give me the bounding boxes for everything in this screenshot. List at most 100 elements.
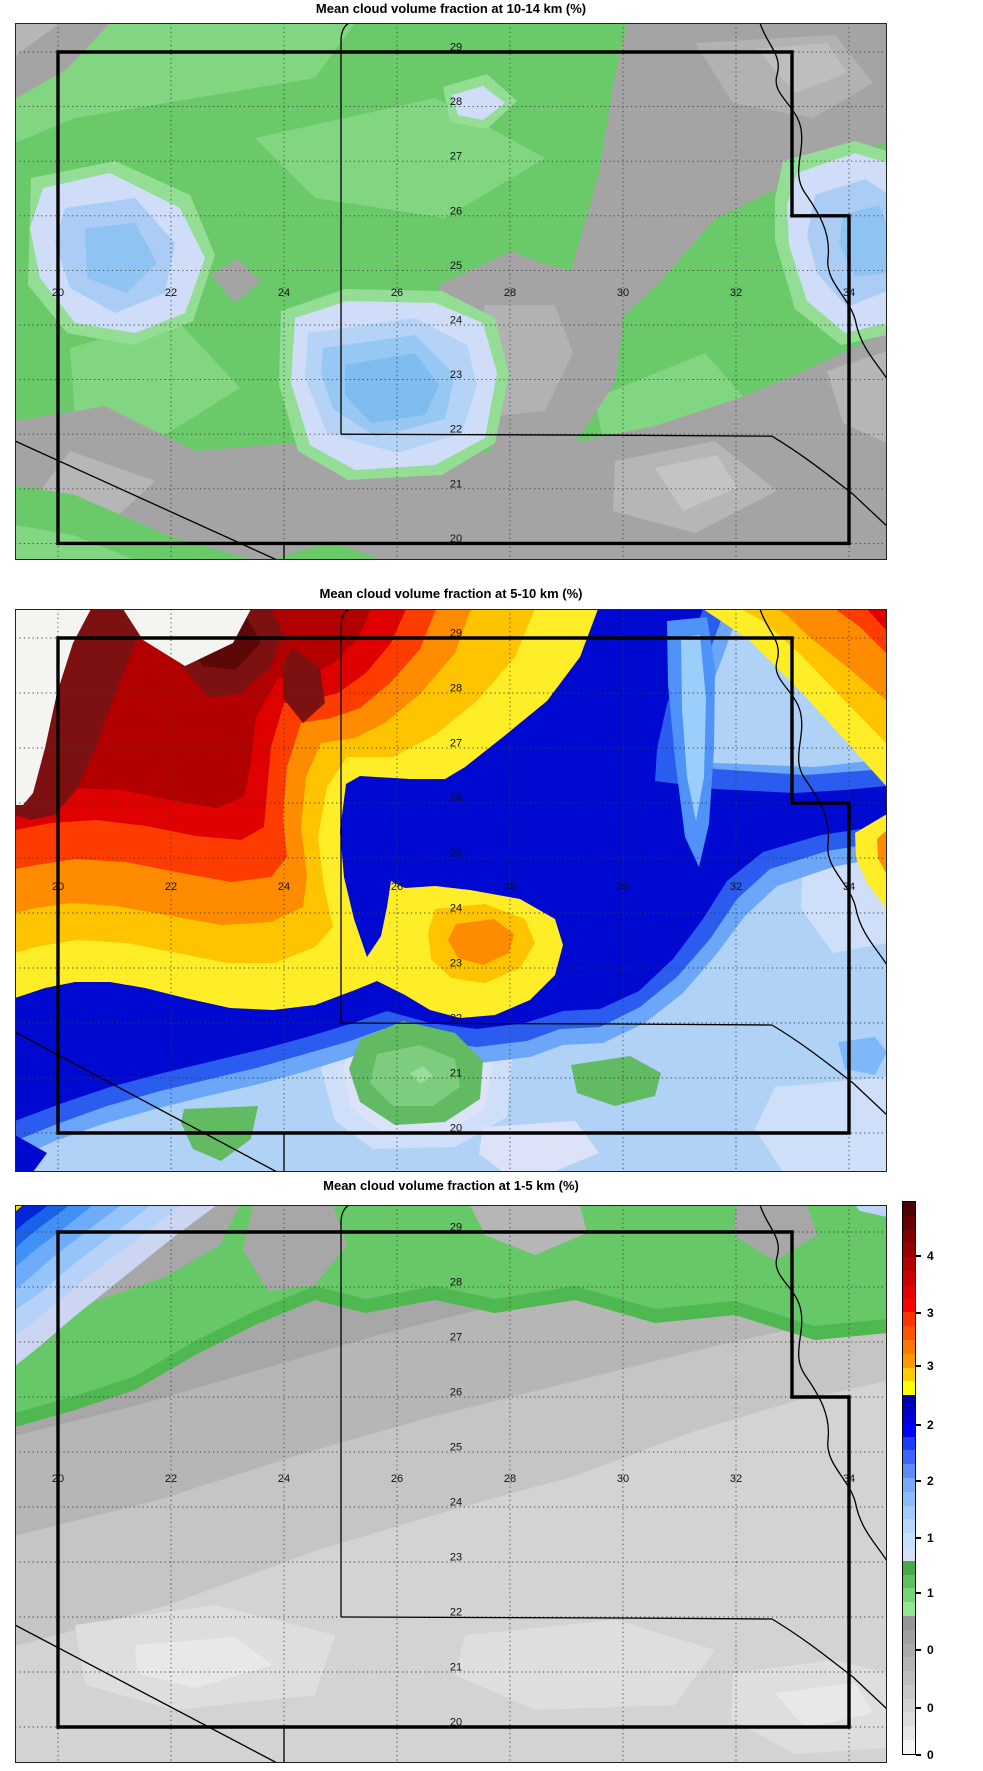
lon-label: 20 (52, 1473, 64, 1485)
border-line-25E (340, 609, 350, 1023)
lat-label: 26 (450, 205, 462, 217)
colorbar-tick-label: 0 (927, 1748, 934, 1762)
axes-frame (15, 609, 887, 1172)
colorbar-segment (903, 1312, 915, 1327)
lat-label: 22 (450, 1013, 462, 1025)
lon-label: 26 (391, 1473, 403, 1485)
colorbar-segment (903, 1546, 915, 1561)
colorbar-segment (903, 1450, 915, 1465)
lon-label: 30 (617, 287, 629, 299)
colorbar-segment (903, 1436, 915, 1451)
colorbar-tick (916, 1754, 921, 1756)
lon-label: 20 (52, 287, 64, 299)
colorbar-segment (903, 1257, 915, 1271)
lon-label: 32 (730, 287, 742, 299)
lat-label: 29 (450, 628, 462, 640)
colorbar-segment (903, 1560, 915, 1575)
colorbar-tick (916, 1365, 921, 1367)
colorbar-segment (903, 1615, 915, 1630)
lon-label: 28 (504, 881, 516, 893)
colorbar-segment (903, 1574, 915, 1589)
colorbar-segment (903, 1519, 915, 1534)
lon-label: 24 (278, 287, 290, 299)
lat-label: 28 (450, 1277, 462, 1289)
lat-label: 23 (450, 1552, 462, 1564)
lat-label: 28 (450, 96, 462, 108)
lon-label: 20 (52, 881, 64, 893)
colorbar (902, 1201, 916, 1755)
colorbar-segment (903, 1740, 915, 1754)
colorbar-segment (903, 1367, 915, 1382)
lat-label: 23 (450, 369, 462, 381)
colorbar-segment (903, 1698, 915, 1713)
colorbar-tick (916, 1707, 921, 1709)
study-region-box (56, 50, 851, 546)
colorbar-segment (903, 1533, 915, 1547)
lon-label: 34 (843, 1473, 855, 1485)
colorbar-segment (903, 1602, 915, 1616)
lat-label: 27 (450, 1332, 462, 1344)
lat-label: 21 (450, 478, 462, 490)
lat-label: 27 (450, 151, 462, 163)
lon-label: 26 (391, 881, 403, 893)
colorbar-segment (903, 1684, 915, 1699)
panel3-title: Mean cloud volume fraction at 1-5 km (%) (323, 1178, 579, 1193)
colorbar-segment (903, 1408, 915, 1423)
lon-label: 30 (617, 881, 629, 893)
lat-label: 22 (450, 1607, 462, 1619)
colorbar-tick-label: 4 (927, 1249, 934, 1263)
lon-label: 34 (843, 287, 855, 299)
colorbar-tick (916, 1312, 921, 1314)
lon-label: 24 (278, 881, 290, 893)
colorbar-tick-label: 2 (927, 1418, 934, 1432)
lat-label: 21 (450, 1662, 462, 1674)
lat-label: 24 (450, 315, 462, 327)
lat-label: 20 (450, 1717, 462, 1729)
coastline-south (771, 435, 887, 527)
border-line-22N (340, 1022, 773, 1026)
colorbar-segment (903, 1671, 915, 1685)
study-region-box (56, 636, 851, 1135)
colorbar-tick-label: 1 (927, 1531, 934, 1545)
colorbar-tick (916, 1592, 921, 1594)
lon-label: 28 (504, 287, 516, 299)
colorbar-segment (903, 1229, 915, 1244)
lat-label: 26 (450, 1387, 462, 1399)
colorbar-tick (916, 1649, 921, 1651)
lat-label: 24 (450, 1497, 462, 1509)
colorbar-segment (903, 1422, 915, 1437)
colorbar-segment (903, 1477, 915, 1492)
colorbar-tick (916, 1537, 921, 1539)
lon-label: 22 (165, 287, 177, 299)
lon-label: 30 (617, 1473, 629, 1485)
coastline (759, 23, 887, 380)
axes-frame (15, 23, 887, 560)
colorbar-segment (903, 1284, 915, 1299)
colorbar-tick-label: 3 (927, 1306, 934, 1320)
border-line-22N (340, 1616, 773, 1620)
map-panel-1-5km: 29 28 27 26 25 24 23 22 21 20 20 22 24 26 28 30 32 34 (15, 1205, 887, 1763)
lat-label: 20 (450, 533, 462, 545)
colorbar-segment (903, 1215, 915, 1230)
lat-label: 26 (450, 793, 462, 805)
lat-label: 23 (450, 958, 462, 970)
colorbar-segment (903, 1588, 915, 1603)
lat-label: 25 (450, 848, 462, 860)
colorbar-tick (916, 1480, 921, 1482)
colorbar-segment (903, 1505, 915, 1520)
coastline-south (771, 1024, 887, 1116)
colorbar-segment (903, 1381, 915, 1396)
colorbar-segment (903, 1243, 915, 1258)
colorbar-tick-label: 2 (927, 1474, 934, 1488)
border-line-25E (340, 23, 350, 435)
lat-label: 25 (450, 1442, 462, 1454)
lon-label: 34 (843, 881, 855, 893)
colorbar-segment (903, 1464, 915, 1478)
lat-label: 22 (450, 424, 462, 436)
lat-label: 21 (450, 1068, 462, 1080)
map-panel-5-10km: 29 28 27 26 25 24 23 22 21 20 20 22 24 26 28 30 32 34 (15, 609, 887, 1172)
colorbar-segment (903, 1726, 915, 1741)
colorbar-segment (903, 1353, 915, 1368)
map-panel-10-14km: 29 28 27 26 25 24 23 22 21 20 20 22 24 26 28 30 32 34 (15, 23, 887, 560)
